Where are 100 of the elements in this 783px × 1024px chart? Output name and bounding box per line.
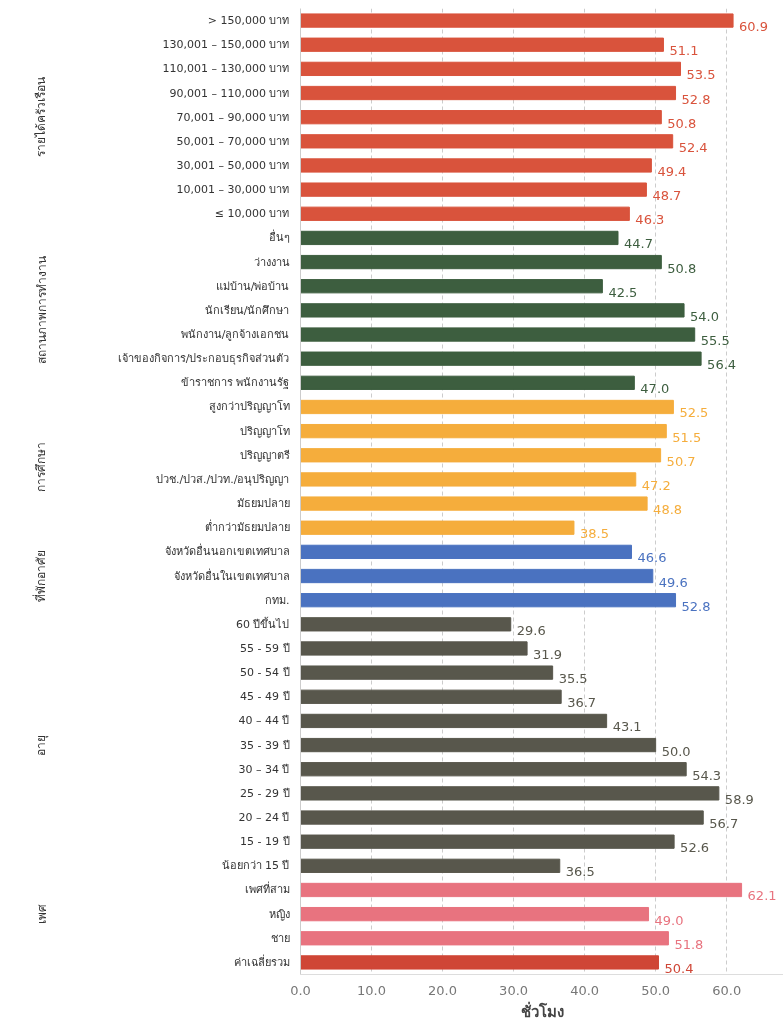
data-label: 52.5	[679, 405, 709, 421]
data-label: 44.7	[624, 236, 653, 252]
bar	[300, 303, 685, 318]
text: อายุ	[34, 734, 50, 756]
data-label: 51.8	[674, 936, 704, 952]
data-label: 43.1	[612, 719, 642, 735]
y-tick-label: 10,001 – 30,000 บาท	[176, 183, 290, 197]
bar	[300, 689, 562, 704]
data-label: 35.5	[558, 671, 588, 687]
y-tick-label: ปริญญาตรี	[239, 448, 290, 462]
y-tick-label: 70,001 – 90,000 บาท	[176, 110, 290, 124]
bar	[300, 399, 674, 415]
bar	[300, 906, 650, 922]
y-tick-label: 110,001 – 130,000 บาท	[162, 62, 290, 76]
bar	[300, 810, 704, 825]
x-tick-label: 10.0	[357, 982, 387, 998]
data-label: 47.2	[641, 477, 671, 493]
y-tick-label: 30,001 – 50,000 บาท	[176, 158, 290, 172]
data-label: 36.5	[565, 864, 595, 880]
bar	[300, 37, 664, 52]
bar	[300, 327, 696, 342]
x-tick-label: 0.0	[290, 982, 311, 998]
bar	[300, 230, 619, 246]
data-label: 46.3	[635, 212, 665, 228]
bar	[300, 61, 682, 77]
data-label: 62.1	[747, 888, 777, 904]
y-tick-label: หญิง	[268, 907, 290, 921]
data-label: 60.9	[739, 19, 769, 35]
bar	[300, 13, 734, 28]
text: เพศ	[34, 904, 49, 925]
x-tick-label: 20.0	[428, 982, 458, 998]
y-tick-label: ข้าราชการ พนักงานรัฐ	[181, 376, 290, 390]
bar	[300, 737, 657, 753]
data-label: 56.7	[709, 816, 739, 832]
y-tick-label: 40 – 44 ปี	[238, 714, 290, 728]
y-tick-label: 55 - 59 ปี	[240, 641, 290, 655]
bar	[300, 85, 677, 101]
bar	[300, 134, 674, 149]
bar	[300, 158, 652, 173]
data-label: 47.0	[640, 381, 670, 397]
bar	[300, 593, 677, 608]
y-tick-label: นักเรียน/นักศึกษา	[204, 303, 290, 317]
bar	[300, 206, 630, 221]
data-label: 53.5	[686, 67, 716, 83]
y-tick-label: 130,001 – 150,000 บาท	[162, 38, 290, 52]
data-label: 48.8	[653, 502, 683, 518]
data-label: 36.7	[567, 695, 597, 711]
bar	[300, 858, 561, 873]
y-tick-label: ปวช./ปวส./ปวท./อนุปริญญา	[155, 472, 290, 486]
data-label: 42.5	[608, 284, 638, 300]
data-label: 50.0	[661, 743, 691, 759]
y-tick-label: 25 - 29 ปี	[240, 786, 290, 800]
bar	[300, 786, 720, 801]
data-label: 50.4	[664, 960, 694, 976]
y-tick-label: แม่บ้าน/พ่อบ้าน	[215, 279, 290, 293]
y-tick-label: ≤ 10,000 บาท	[214, 207, 290, 221]
bar	[300, 568, 654, 584]
bar	[300, 448, 662, 463]
y-tick-label: ค่าเฉลี่ยรวม	[233, 953, 290, 969]
bar	[300, 762, 687, 777]
y-tick-label: พนักงาน/ลูกจ้างเอกชน	[180, 328, 290, 342]
bar	[300, 882, 743, 898]
text: สถานภาพการทำงาน	[34, 256, 49, 365]
bar	[300, 472, 637, 487]
x-tick-label: 50.0	[641, 982, 671, 998]
y-tick-label: มัธยมปลาย	[236, 497, 290, 511]
y-tick-label: น้อยกว่า 15 ปี	[221, 859, 290, 873]
data-label: 55.5	[700, 333, 730, 349]
x-tick-label: 30.0	[499, 982, 529, 998]
data-label: 52.4	[678, 139, 708, 155]
data-label: 51.5	[672, 429, 702, 445]
bar	[300, 351, 702, 366]
bar	[300, 110, 662, 125]
data-label: 49.4	[657, 163, 687, 179]
x-axis-title: ชั่วโมง	[520, 1000, 564, 1021]
data-label: 52.6	[680, 840, 710, 856]
data-label: 50.8	[667, 260, 697, 276]
y-tick-label: 20 – 24 ปี	[238, 811, 290, 825]
data-label: 54.3	[692, 767, 722, 783]
y-tick-label: 45 - 49 ปี	[240, 690, 290, 704]
data-label: 31.9	[533, 646, 563, 662]
bar	[300, 279, 603, 294]
data-label: 46.6	[637, 550, 667, 566]
x-tick-label: 40.0	[570, 982, 600, 998]
data-label: 48.7	[652, 188, 682, 204]
y-tick-label: 50,001 – 70,000 บาท	[176, 134, 290, 148]
y-tick-label: ว่างงาน	[253, 255, 290, 269]
bar	[300, 955, 659, 970]
y-tick-label: เจ้าของกิจการ/ประกอบธุรกิจส่วนตัว	[117, 352, 290, 366]
data-label: 52.8	[681, 91, 711, 107]
bar	[300, 713, 608, 729]
y-tick-label: กทม.	[265, 593, 290, 607]
bar	[300, 423, 667, 439]
data-label: 29.6	[516, 622, 546, 638]
data-label: 38.5	[579, 526, 609, 542]
bar	[300, 254, 662, 270]
data-label: 49.0	[654, 912, 684, 928]
y-tick-label: 60 ปีขึ้นไป	[236, 615, 290, 631]
y-tick-label: 35 - 39 ปี	[240, 738, 290, 752]
text: การศึกษา	[34, 442, 49, 493]
